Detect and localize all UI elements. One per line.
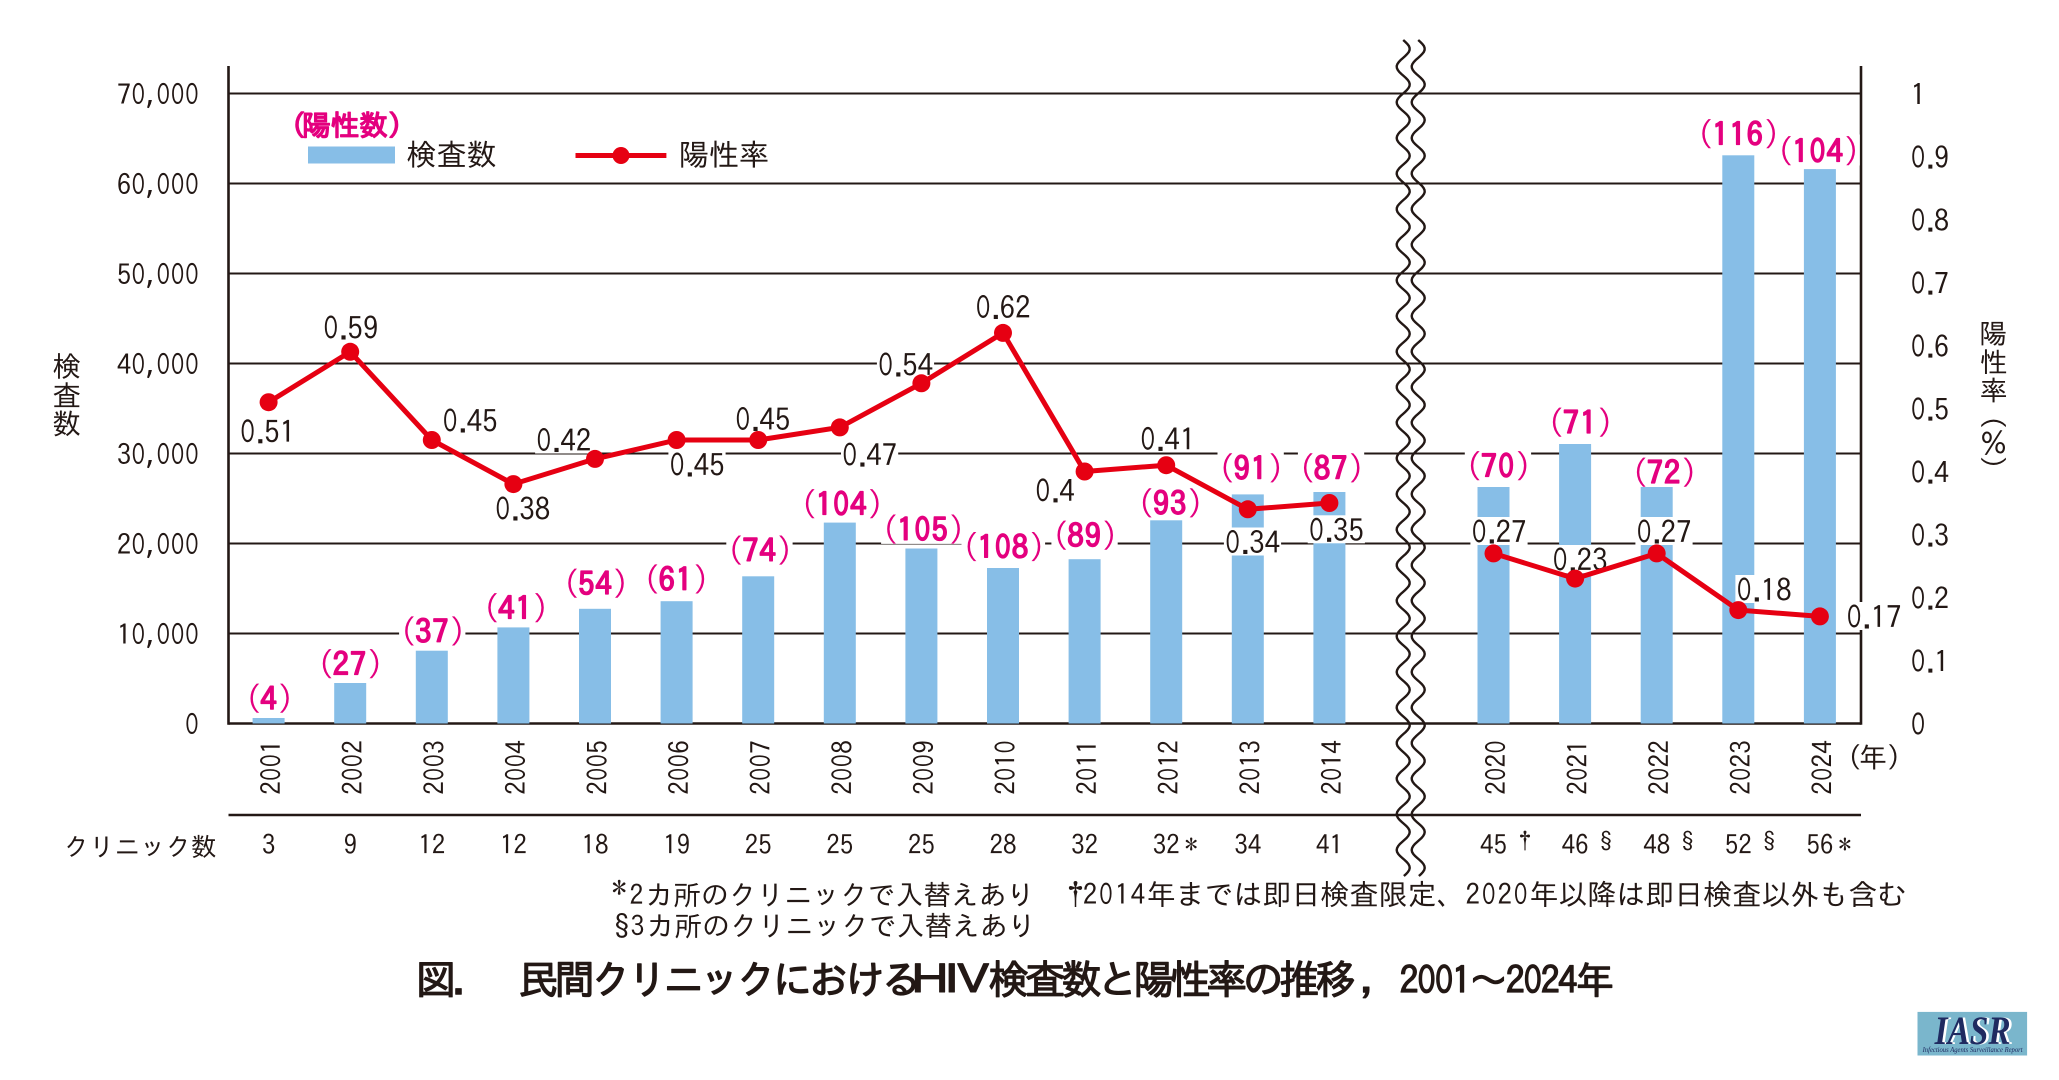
svg-text:IASR: IASR — [1936, 1008, 2013, 1053]
svg-text:IASR: IASR — [1934, 1008, 2011, 1053]
svg-text:Infectious Agents Surveillance: Infectious Agents Surveillance Report — [1922, 1045, 2024, 1054]
